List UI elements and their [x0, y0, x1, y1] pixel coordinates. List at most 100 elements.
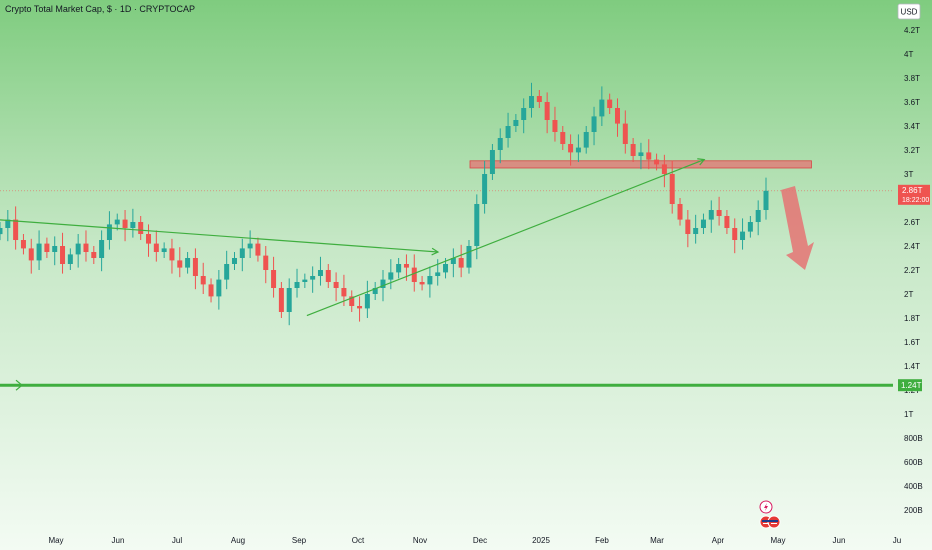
candle[interactable]	[278, 282, 284, 318]
candle[interactable]	[630, 138, 636, 162]
candle[interactable]	[388, 259, 394, 290]
candle[interactable]	[638, 142, 644, 170]
candle[interactable]	[52, 236, 58, 266]
candle[interactable]	[192, 248, 198, 290]
candle[interactable]	[763, 177, 769, 220]
candle[interactable]	[36, 230, 42, 270]
candle[interactable]	[661, 154, 667, 188]
candle[interactable]	[740, 218, 746, 250]
candle[interactable]	[255, 237, 261, 262]
candle[interactable]	[91, 246, 97, 264]
candle[interactable]	[669, 160, 675, 214]
candle[interactable]	[224, 250, 230, 290]
candle[interactable]	[646, 139, 652, 170]
candle[interactable]	[122, 210, 128, 242]
currency-button[interactable]: USD	[897, 3, 921, 20]
candle[interactable]	[99, 230, 105, 272]
candle[interactable]	[708, 200, 714, 233]
candle[interactable]	[575, 134, 581, 162]
candle[interactable]	[427, 266, 433, 298]
candle[interactable]	[317, 256, 323, 286]
candle[interactable]	[67, 248, 73, 270]
candle[interactable]	[200, 262, 206, 294]
candle[interactable]	[716, 196, 722, 226]
candle[interactable]	[60, 232, 66, 274]
candle[interactable]	[419, 276, 425, 291]
candle[interactable]	[700, 213, 706, 234]
candle[interactable]	[450, 248, 456, 278]
candle[interactable]	[521, 98, 527, 134]
candle[interactable]	[489, 144, 495, 180]
candle[interactable]	[231, 252, 237, 270]
candle[interactable]	[505, 112, 511, 148]
candle[interactable]	[208, 278, 214, 303]
candle[interactable]	[302, 273, 308, 288]
candle[interactable]	[614, 98, 620, 137]
candle[interactable]	[372, 282, 378, 300]
candle[interactable]	[216, 270, 222, 310]
candle[interactable]	[5, 210, 11, 242]
candle[interactable]	[333, 272, 339, 302]
candle[interactable]	[169, 238, 175, 274]
candle[interactable]	[44, 237, 50, 258]
candle[interactable]	[724, 210, 730, 234]
candle[interactable]	[106, 211, 112, 250]
candle[interactable]	[357, 296, 363, 322]
candle[interactable]	[294, 268, 300, 298]
candle[interactable]	[677, 198, 683, 226]
candle[interactable]	[286, 278, 292, 326]
candle[interactable]	[755, 200, 761, 236]
candle[interactable]	[536, 90, 542, 108]
candle[interactable]	[685, 210, 691, 248]
candle[interactable]	[732, 218, 738, 254]
candle[interactable]	[75, 234, 81, 268]
candle[interactable]	[747, 216, 753, 238]
candle[interactable]	[560, 126, 566, 150]
candle[interactable]	[497, 128, 503, 164]
candle[interactable]	[599, 86, 605, 126]
candle[interactable]	[130, 208, 136, 238]
candle[interactable]	[83, 230, 89, 262]
candle[interactable]	[607, 93, 613, 114]
candle[interactable]	[325, 264, 331, 288]
candle[interactable]	[271, 256, 277, 298]
candle[interactable]	[177, 247, 183, 278]
candle[interactable]	[239, 238, 245, 272]
candle[interactable]	[544, 92, 550, 134]
candle[interactable]	[396, 258, 402, 279]
candle[interactable]	[622, 110, 628, 154]
candle[interactable]	[13, 206, 19, 250]
candle[interactable]	[349, 290, 355, 312]
candle[interactable]	[482, 160, 488, 214]
candle[interactable]	[513, 114, 519, 132]
candle[interactable]	[185, 252, 191, 274]
us-flag-icon[interactable]	[759, 515, 781, 529]
candle[interactable]	[28, 238, 34, 274]
candle[interactable]	[263, 246, 269, 284]
candle[interactable]	[529, 82, 535, 118]
candle[interactable]	[310, 266, 316, 293]
candle[interactable]	[568, 134, 574, 166]
candle[interactable]	[552, 106, 558, 142]
candle[interactable]	[153, 230, 159, 262]
candle[interactable]	[146, 224, 152, 257]
lightning-icon[interactable]	[759, 500, 773, 514]
candle[interactable]	[583, 126, 589, 154]
candle[interactable]	[247, 230, 253, 258]
candle[interactable]	[20, 234, 26, 255]
candle[interactable]	[591, 106, 597, 146]
trendline[interactable]	[306, 159, 705, 317]
candle[interactable]	[0, 222, 3, 241]
candle[interactable]	[161, 242, 167, 258]
candle[interactable]	[693, 214, 699, 244]
candle[interactable]	[364, 280, 370, 318]
projection-arrow[interactable]	[781, 186, 814, 270]
candle[interactable]	[114, 213, 120, 231]
candle[interactable]	[466, 240, 472, 274]
candle[interactable]	[138, 216, 144, 240]
trendline[interactable]	[0, 219, 439, 253]
candle[interactable]	[654, 153, 660, 171]
candle[interactable]	[458, 244, 464, 278]
